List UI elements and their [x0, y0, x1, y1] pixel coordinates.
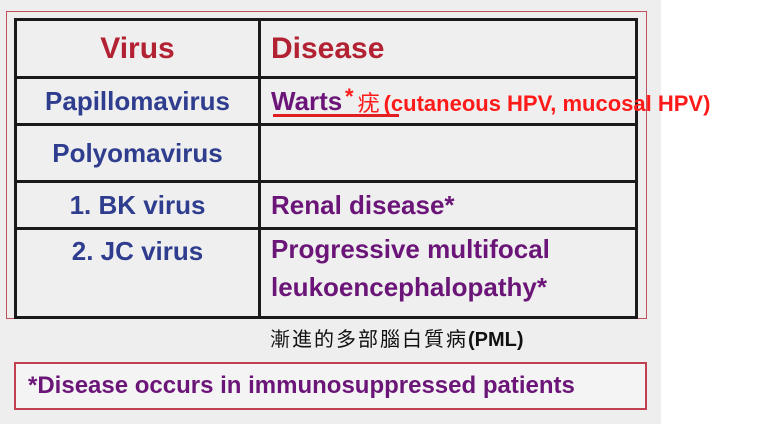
disease-cell-warts: Warts — [258, 76, 638, 126]
virus-cell-papillomavirus: Papillomavirus — [14, 76, 261, 126]
disease-cell-renal: Renal disease* — [258, 180, 638, 230]
pml-chinese: 漸進的多部腦白質病 — [270, 327, 468, 351]
warts-star: * — [345, 84, 354, 109]
warts-annotation: * 疣 (cutaneous HPV, mucosal HPV) — [345, 84, 711, 118]
disease-cell-pml: Progressive multifocal leukoencephalopat… — [258, 227, 638, 319]
warts-underline — [273, 114, 399, 117]
disease-warts-text: Warts — [271, 85, 343, 116]
virus-disease-table: Virus Disease Papillomavirus Warts Polyo… — [14, 18, 638, 319]
warts-chinese: 疣 — [357, 92, 380, 117]
header-disease: Disease — [258, 18, 638, 79]
warts-hpv-types: (cutaneous HPV, mucosal HPV) — [383, 91, 711, 116]
virus-cell-bk: 1. BK virus — [14, 180, 261, 230]
pml-annotation: 漸進的多部腦白質病(PML) — [270, 323, 524, 352]
table-row: Polyomavirus — [14, 123, 638, 183]
table-row: 1. BK virus Renal disease* — [14, 180, 638, 230]
table-row: 2. JC virus Progressive multifocal leuko… — [14, 227, 638, 319]
table-row: Papillomavirus Warts — [14, 76, 638, 126]
pml-abbrev: (PML) — [468, 329, 524, 351]
virus-cell-polyomavirus: Polyomavirus — [14, 123, 261, 183]
footnote: *Disease occurs in immunosuppressed pati… — [14, 362, 647, 410]
disease-cell-empty — [258, 123, 638, 183]
table-header-row: Virus Disease — [14, 18, 638, 79]
header-virus: Virus — [14, 18, 261, 79]
virus-cell-jc: 2. JC virus — [14, 227, 261, 319]
